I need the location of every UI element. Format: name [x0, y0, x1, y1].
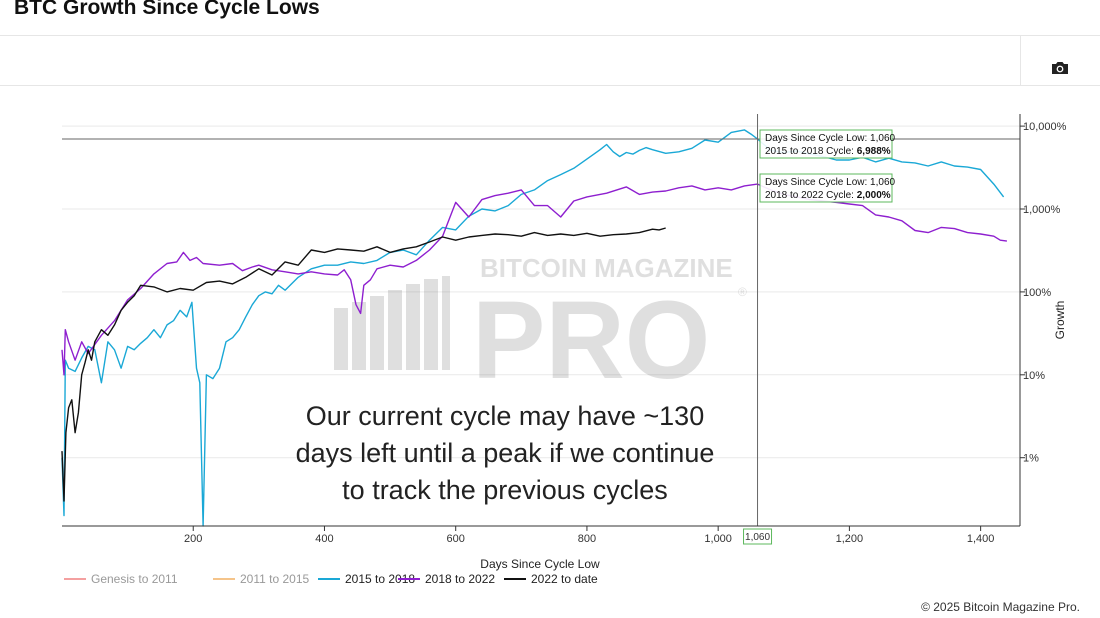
y-axis-title: Growth: [1053, 301, 1067, 340]
x-tick-label: 800: [578, 533, 596, 545]
watermark-registered-mark: ®: [738, 285, 747, 299]
y-tick-label: 10,000%: [1023, 121, 1067, 133]
y-tick-label: 100%: [1023, 287, 1051, 299]
tooltip-days: Days Since Cycle Low: 1,060: [765, 177, 896, 188]
x-tick-label: 1,400: [967, 533, 995, 545]
axes: 200 400 600 800 1,000 1,200 1,400 1% 10% 100% 1,00…: [62, 114, 1067, 545]
y-tick-label: 10%: [1023, 370, 1045, 382]
toolbar-bottom-divider: [0, 85, 1100, 86]
svg-text:2018 to 2022: 2018 to 2022: [425, 572, 495, 586]
toolbar-divider: [1020, 36, 1021, 85]
tooltip-2015-2018: Days Since Cycle Low: 1,060 2015 to 2018…: [759, 129, 896, 159]
growth-chart: BITCOIN MAGAZINE ® PRO 1,060 200 400 600 80…: [61, 114, 1067, 586]
tooltip-cycle-value: 2018 to 2022 Cycle: 2,000%: [765, 190, 891, 201]
y-tick-label: 1,000%: [1023, 204, 1061, 216]
grid: [62, 125, 1020, 459]
legend-item-genesis-to-2011[interactable]: Genesis to 2011: [64, 572, 178, 586]
crosshair-x-label-box: [743, 528, 773, 545]
tooltip-cycle-value: 2015 to 2018 Cycle: 6,988%: [765, 146, 891, 157]
annotation-line-2: days left until a peak if we continue: [296, 438, 715, 468]
x-tick-label: 1,200: [836, 533, 864, 545]
legend-item-2022-to-date[interactable]: 2022 to date: [504, 572, 598, 586]
watermark-logo: BITCOIN MAGAZINE ® PRO: [334, 253, 747, 402]
crosshair-x-label: 1,060: [745, 532, 770, 543]
svg-text:2015 to 2018: 2015 to 2018: [345, 572, 415, 586]
tooltip-2018-2022: Days Since Cycle Low: 1,060 2018 to 2022…: [759, 173, 896, 203]
svg-text:2022 to date: 2022 to date: [531, 572, 598, 586]
tooltip-box: [759, 129, 893, 159]
watermark-bars-icon: [334, 276, 450, 370]
x-tick-label: 600: [447, 533, 465, 545]
annotation-line-1: Our current cycle may have ~130: [306, 401, 704, 431]
legend-item-2011-to-2015[interactable]: 2011 to 2015: [213, 572, 310, 586]
header-divider: [0, 35, 1100, 36]
legend[interactable]: Genesis to 2011 2011 to 2015 2015 to 2018 2…: [64, 572, 598, 586]
series-line-2018-to-2022: [61, 183, 1007, 376]
x-axis-title: Days Since Cycle Low: [480, 557, 600, 571]
svg-text:2011 to 2015: 2011 to 2015: [240, 572, 310, 586]
watermark-pro-text: PRO: [472, 279, 710, 402]
annotation-text: Our current cycle may have ~130 days lef…: [296, 401, 715, 505]
copyright-footer: © 2025 Bitcoin Magazine Pro.: [921, 600, 1080, 614]
annotation-line-3: to track the previous cycles: [342, 475, 668, 505]
series-line-2022-to-date: [61, 227, 666, 502]
x-tick-label: 200: [184, 533, 202, 545]
x-tick-label: 1,000: [704, 533, 732, 545]
watermark-text: BITCOIN MAGAZINE: [480, 253, 733, 283]
legend-item-2015-to-2018[interactable]: 2015 to 2018: [318, 572, 415, 586]
page-title: BTC Growth Since Cycle Lows: [14, 0, 320, 19]
tooltip-box: [759, 173, 893, 203]
svg-text:Genesis to 2011: Genesis to 2011: [91, 572, 178, 586]
camera-icon[interactable]: [1051, 60, 1069, 76]
tooltip-days: Days Since Cycle Low: 1,060: [765, 133, 896, 144]
y-tick-label: 1%: [1023, 453, 1039, 465]
x-tick-label: 400: [315, 533, 333, 545]
legend-item-2018-to-2022[interactable]: 2018 to 2022: [398, 572, 495, 586]
